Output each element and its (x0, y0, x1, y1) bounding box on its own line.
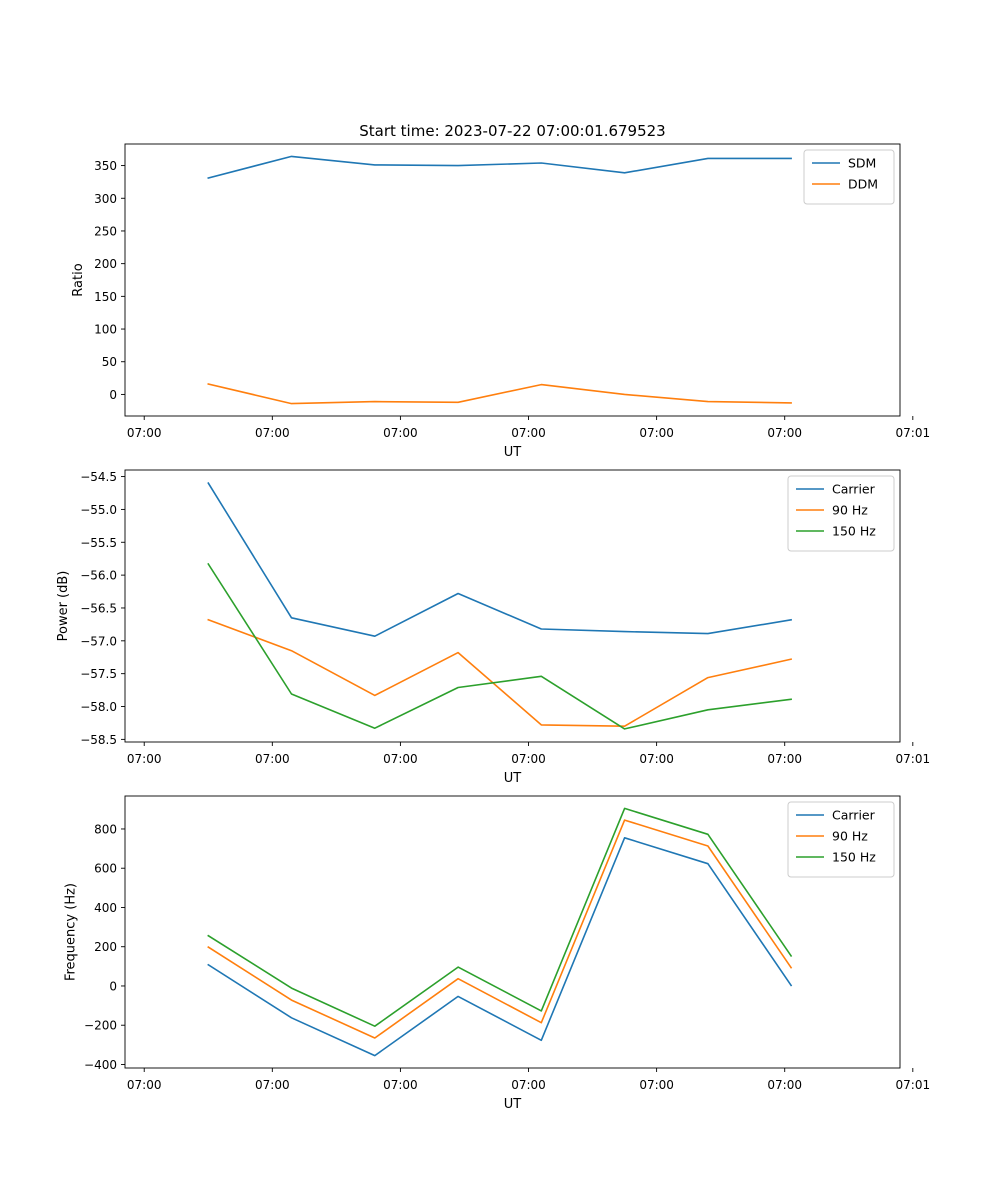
x-tick-label: 07:00 (127, 752, 162, 766)
series-line-ddm (207, 383, 792, 405)
y-tick-label: 350 (94, 159, 117, 173)
x-tick-label: 07:00 (127, 426, 162, 440)
series-line-150-hz (207, 562, 792, 730)
axes-frame (124, 469, 901, 743)
x-tick-label: 07:00 (383, 752, 418, 766)
series-line-carrier (207, 836, 793, 1057)
y-tick-label: 0 (109, 979, 117, 993)
y-tick-label: −57.5 (80, 667, 117, 681)
y-tick-label: −54.5 (80, 470, 117, 484)
series-line-90-hz (207, 819, 793, 1039)
panels: 07:00 07:00 07:00 07:00 07:00 07:00 07:01 0 50 10… (56, 143, 931, 1112)
legend-label: Carrier (832, 482, 876, 497)
legend-box (787, 475, 895, 552)
y-tick-label: 800 (94, 822, 117, 836)
legend: SDM DDM (803, 149, 895, 205)
y-tick-label: −55.0 (80, 503, 117, 517)
x-tick-label: 07:00 (639, 426, 674, 440)
axes-frame (124, 795, 901, 1069)
legend-label: 90 Hz (832, 829, 868, 844)
x-tick-label: 07:00 (511, 1078, 546, 1092)
x-tick-label: 07:00 (255, 1078, 290, 1092)
y-tick-label: −58.0 (80, 700, 117, 714)
legend-box (787, 801, 895, 878)
y-tick-label: −200 (84, 1019, 117, 1033)
y-tick-label: −57.0 (80, 634, 117, 648)
x-axis-label: UT (504, 445, 522, 460)
y-tick-label: 150 (94, 290, 117, 304)
y-tick-label: 50 (102, 355, 117, 369)
x-tick-label: 07:00 (255, 752, 290, 766)
legend-label: SDM (848, 156, 876, 171)
x-tick-label: 07:00 (767, 1078, 802, 1092)
y-tick-label: 0 (109, 388, 117, 402)
y-tick-label: 250 (94, 224, 117, 238)
legend: Carrier 90 Hz 150 Hz (787, 801, 895, 878)
y-tick-label: −400 (84, 1058, 117, 1072)
y-tick-label: 400 (94, 901, 117, 915)
y-tick-label: −55.5 (80, 536, 117, 550)
y-tick-label: −58.5 (80, 733, 117, 747)
y-axis-label: Power (dB) (56, 571, 71, 642)
y-tick-label: 100 (94, 323, 117, 337)
legend-label: 90 Hz (832, 503, 868, 518)
x-tick-label: 07:00 (511, 426, 546, 440)
figure-title: Start time: 2023-07-22 07:00:01.679523 (359, 122, 665, 140)
x-tick-label: 07:00 (383, 1078, 418, 1092)
y-axis-label: Ratio (71, 263, 86, 296)
x-tick-label: 07:00 (767, 752, 802, 766)
x-tick-label: 07:00 (383, 426, 418, 440)
panel-3: 07:00 07:00 07:00 07:00 07:00 07:00 07:01 −400 −… (64, 795, 931, 1112)
y-tick-label: −56.0 (80, 569, 117, 583)
y-tick-label: −56.5 (80, 601, 117, 615)
series-line-sdm (207, 155, 792, 179)
x-tick-label: 07:00 (127, 1078, 162, 1092)
y-axis-label: Frequency (Hz) (64, 883, 79, 981)
x-tick-label: 07:00 (511, 752, 546, 766)
y-tick-label: 200 (94, 257, 117, 271)
x-axis-label: UT (504, 1097, 522, 1112)
series-line-150-hz (207, 807, 793, 1027)
x-tick-label: 07:01 (896, 752, 931, 766)
legend-label: Carrier (832, 808, 876, 823)
panel-2: 07:00 07:00 07:00 07:00 07:00 07:00 07:01 −54.5… (56, 469, 931, 786)
x-tick-label: 07:00 (639, 752, 674, 766)
x-tick-label: 07:01 (896, 426, 931, 440)
panel-1: 07:00 07:00 07:00 07:00 07:00 07:00 07:01 0 50 10… (71, 143, 931, 460)
legend-label: 150 Hz (832, 850, 876, 865)
y-tick-label: 200 (94, 940, 117, 954)
x-tick-label: 07:00 (767, 426, 802, 440)
y-tick-label: 600 (94, 862, 117, 876)
x-tick-label: 07:00 (639, 1078, 674, 1092)
legend-label: 150 Hz (832, 524, 876, 539)
x-tick-label: 07:00 (255, 426, 290, 440)
axes-frame (124, 143, 901, 417)
series-line-90-hz (207, 618, 793, 728)
legend-label: DDM (848, 177, 878, 192)
series-line-carrier (207, 481, 793, 638)
x-tick-label: 07:01 (896, 1078, 931, 1092)
y-tick-label: 300 (94, 192, 117, 206)
x-axis-label: UT (504, 771, 522, 786)
legend: Carrier 90 Hz 150 Hz (787, 475, 895, 552)
